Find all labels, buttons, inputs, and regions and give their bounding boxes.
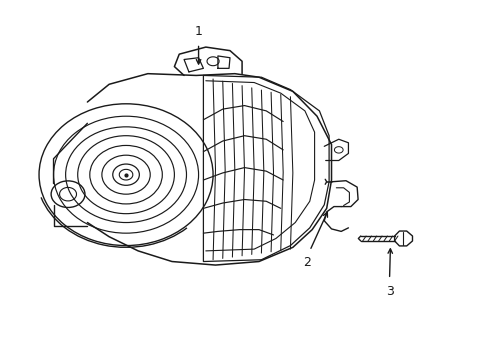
Text: 3: 3 [385, 284, 393, 298]
Text: 2: 2 [303, 256, 311, 269]
Text: 1: 1 [194, 25, 202, 38]
